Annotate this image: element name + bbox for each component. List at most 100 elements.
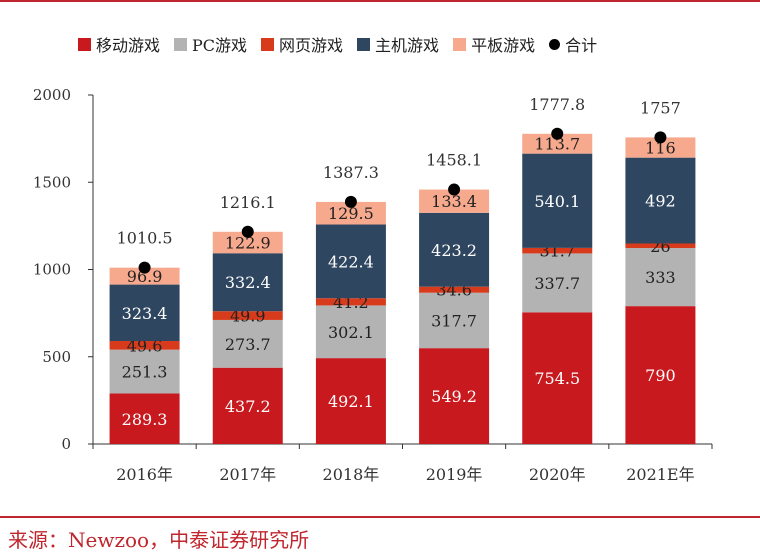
x-tick-label: 2017年 (219, 465, 276, 484)
x-tick-label: 2021E年 (626, 465, 694, 484)
bar-segment (109, 349, 180, 394)
legend-item-console: 主机游戏 (357, 32, 439, 56)
total-marker (138, 261, 151, 274)
data-label: 323.4 (122, 304, 168, 323)
y-tick-label: 2000 (33, 86, 71, 104)
y-tick-label: 500 (42, 348, 71, 366)
stacked-bar-chart: 0 500 1000 1500 2000 289.3 251.3 49.6 323.4 96.9 1… (33, 86, 713, 484)
bar-segment (419, 189, 490, 213)
data-label: 540.1 (534, 192, 580, 211)
bottom-rule (0, 516, 760, 518)
legend-swatch-web (261, 37, 275, 51)
bar-segment (625, 306, 696, 444)
bar-segment (625, 248, 696, 307)
x-tick-label: 2016年 (116, 465, 173, 484)
bar-segment (212, 253, 283, 312)
bar-segment (212, 311, 283, 320)
legend-swatch-console (357, 37, 371, 51)
data-label: 549.2 (431, 387, 477, 406)
bar-segment (419, 348, 490, 444)
data-label: 289.3 (122, 410, 168, 429)
bar-segment (522, 133, 593, 154)
total-label: 1387.3 (323, 163, 379, 182)
bar-segment (625, 243, 696, 249)
total-marker (551, 127, 564, 140)
y-tick-label: 1000 (33, 261, 71, 279)
total-label: 1757 (640, 98, 681, 117)
total-label: 1216.1 (220, 193, 276, 212)
legend-label-tablet: 平板游戏 (471, 36, 536, 55)
total-label: 1010.5 (117, 229, 173, 248)
y-tick-label: 0 (61, 435, 71, 453)
bar-segment (109, 341, 180, 350)
data-label: 96.9 (127, 267, 163, 286)
legend-label-web: 网页游戏 (279, 36, 344, 55)
x-tick-label: 2020年 (529, 465, 586, 484)
bar-segment (522, 312, 593, 444)
legend-item-total: 合计 (549, 32, 597, 56)
legend-label-mobile: 移动游戏 (96, 36, 161, 55)
bar-segment (419, 292, 490, 349)
bar-segment (315, 224, 386, 299)
legend-label-pc: PC游戏 (192, 36, 248, 55)
bar-segment (419, 212, 490, 287)
total-label: 1777.8 (529, 95, 585, 114)
bar-segment (315, 358, 386, 444)
total-marker (241, 225, 254, 238)
legend-item-mobile: 移动游戏 (78, 32, 160, 56)
bar-segment (212, 231, 283, 254)
source-note: 来源：Newzoo，中泰证券研究所 (8, 528, 310, 552)
bar-segment (625, 137, 696, 158)
bar-segment (419, 286, 490, 293)
total-marker (654, 131, 667, 144)
total-marker (448, 183, 461, 196)
bar-segment (315, 201, 386, 225)
y-tick-label: 1500 (33, 173, 71, 191)
data-label: 423.2 (431, 241, 477, 260)
data-label: 251.3 (122, 363, 168, 382)
bar-segment (212, 367, 283, 444)
data-label: 113.7 (534, 135, 580, 154)
bar-segment (522, 253, 593, 313)
legend-swatch-pc (174, 37, 188, 51)
bar-segment (522, 247, 593, 254)
data-label: 337.7 (534, 274, 580, 293)
bar-segment (315, 305, 386, 359)
data-label: 333 (645, 268, 676, 287)
data-label: 49.9 (230, 307, 266, 326)
legend-dot-total (549, 38, 561, 50)
bar-segment (109, 267, 180, 285)
data-label: 302.1 (328, 323, 374, 342)
total-label: 1458.1 (426, 151, 482, 170)
legend-swatch-mobile (78, 37, 91, 51)
top-rule (0, 0, 760, 2)
data-label: 317.7 (431, 311, 477, 330)
data-label: 437.2 (225, 397, 271, 416)
x-tick-label: 2019年 (426, 465, 483, 484)
legend-item-pc: PC游戏 (174, 32, 247, 56)
data-label: 492.1 (328, 392, 374, 411)
data-label: 116 (645, 139, 676, 158)
data-label: 49.6 (127, 336, 163, 355)
legend-label-total: 合计 (565, 36, 598, 55)
data-label: 422.4 (328, 252, 374, 271)
data-label: 332.4 (225, 273, 271, 292)
data-label: 492 (645, 192, 676, 211)
legend-item-web: 网页游戏 (261, 32, 343, 56)
total-marker (344, 195, 357, 208)
bar-segment (109, 393, 180, 444)
bar-segment (212, 319, 283, 368)
data-label: 790 (645, 366, 676, 385)
data-label: 133.4 (431, 192, 477, 211)
bar-segment (522, 153, 593, 248)
legend-label-console: 主机游戏 (375, 36, 440, 55)
data-label: 273.7 (225, 335, 271, 354)
bar-segment (625, 157, 696, 244)
legend-swatch-tablet (453, 37, 467, 51)
legend-item-tablet: 平板游戏 (453, 32, 535, 56)
data-label: 122.9 (225, 234, 271, 253)
legend: 移动游戏 PC游戏 网页游戏 主机游戏 平板游戏 合计 (78, 32, 597, 56)
data-label: 754.5 (534, 369, 580, 388)
data-label: 129.5 (328, 204, 374, 223)
bar-segment (109, 284, 180, 342)
